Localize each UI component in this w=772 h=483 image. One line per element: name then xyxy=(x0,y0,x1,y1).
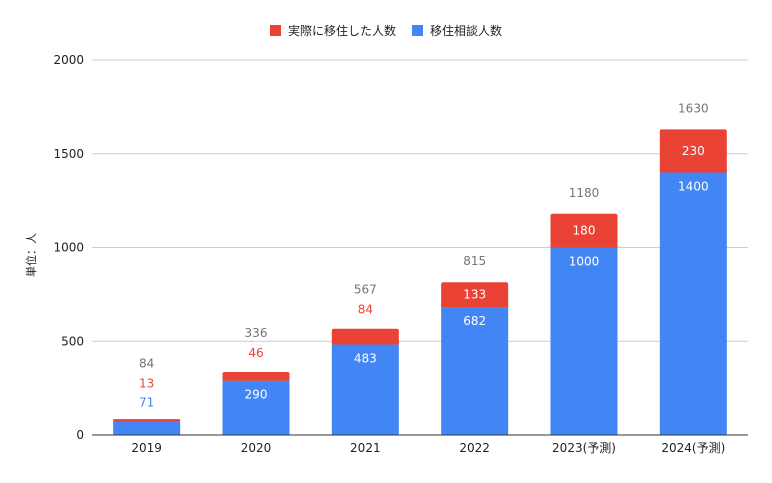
label-total: 567 xyxy=(354,283,377,297)
x-tick-label: 2022 xyxy=(459,441,490,455)
bar-moved-base xyxy=(331,341,399,345)
label-moved: 180 xyxy=(573,224,596,238)
y-tick-label: 0 xyxy=(76,428,84,442)
data-labels: 71 13 84 290 46 336 483 84 567 682 133 815 1000 180 11… xyxy=(139,101,709,409)
label-total: 1630 xyxy=(678,101,709,115)
y-tick-label: 1000 xyxy=(53,241,84,255)
label-total: 84 xyxy=(139,356,154,370)
label-moved: 46 xyxy=(248,346,263,360)
bar-moved-base xyxy=(113,419,181,422)
x-tick-label: 2024(予測) xyxy=(661,441,725,455)
x-tick-label: 2023(予測) xyxy=(552,441,616,455)
y-tick-label: 500 xyxy=(61,334,84,348)
label-moved: 133 xyxy=(463,288,486,302)
bar-moved-base xyxy=(659,169,727,173)
bar-moved-base xyxy=(550,244,618,248)
bar-moved xyxy=(331,328,399,345)
label-moved: 230 xyxy=(682,144,705,158)
legend-swatch xyxy=(270,25,281,36)
label-total: 1180 xyxy=(569,186,600,200)
bar-moved xyxy=(659,129,727,173)
label-total: 815 xyxy=(463,254,486,268)
bar-consult xyxy=(659,172,727,435)
legend: 実際に移住した人数 移住相談人数 xyxy=(270,23,502,38)
bars xyxy=(113,129,727,435)
label-moved: 13 xyxy=(139,376,154,390)
bar-moved-base xyxy=(222,377,290,381)
bar-moved xyxy=(550,213,618,248)
x-tick-label: 2020 xyxy=(241,441,272,455)
bar-consult xyxy=(550,247,618,435)
label-moved: 84 xyxy=(358,303,373,317)
label-consult: 290 xyxy=(245,388,268,402)
legend-swatch xyxy=(412,25,423,36)
gridlines xyxy=(92,59,748,342)
bar-consult xyxy=(113,421,181,435)
x-axis: 2019 2020 2021 2022 2023(予測) 2024(予測) xyxy=(92,434,748,455)
label-consult: 682 xyxy=(463,314,486,328)
y-axis-label: 単位：人 xyxy=(24,233,38,277)
label-total: 336 xyxy=(245,326,268,340)
bar-moved-base xyxy=(441,304,509,308)
bar-moved xyxy=(441,282,509,308)
label-consult: 1000 xyxy=(569,255,600,269)
y-tick-label: 1500 xyxy=(53,147,84,161)
x-tick-label: 2021 xyxy=(350,441,381,455)
legend-label: 移住相談人数 xyxy=(430,23,502,38)
y-tick-label: 2000 xyxy=(53,53,84,67)
label-consult: 71 xyxy=(139,395,154,409)
bar-consult xyxy=(441,307,509,435)
bar-consult xyxy=(222,380,290,435)
x-tick-label: 2019 xyxy=(131,441,162,455)
bar-consult xyxy=(331,344,399,435)
label-consult: 1400 xyxy=(678,180,709,194)
legend-label: 実際に移住した人数 xyxy=(288,23,396,38)
y-axis: 0 500 1000 1500 2000 xyxy=(53,53,84,442)
label-consult: 483 xyxy=(354,351,377,365)
